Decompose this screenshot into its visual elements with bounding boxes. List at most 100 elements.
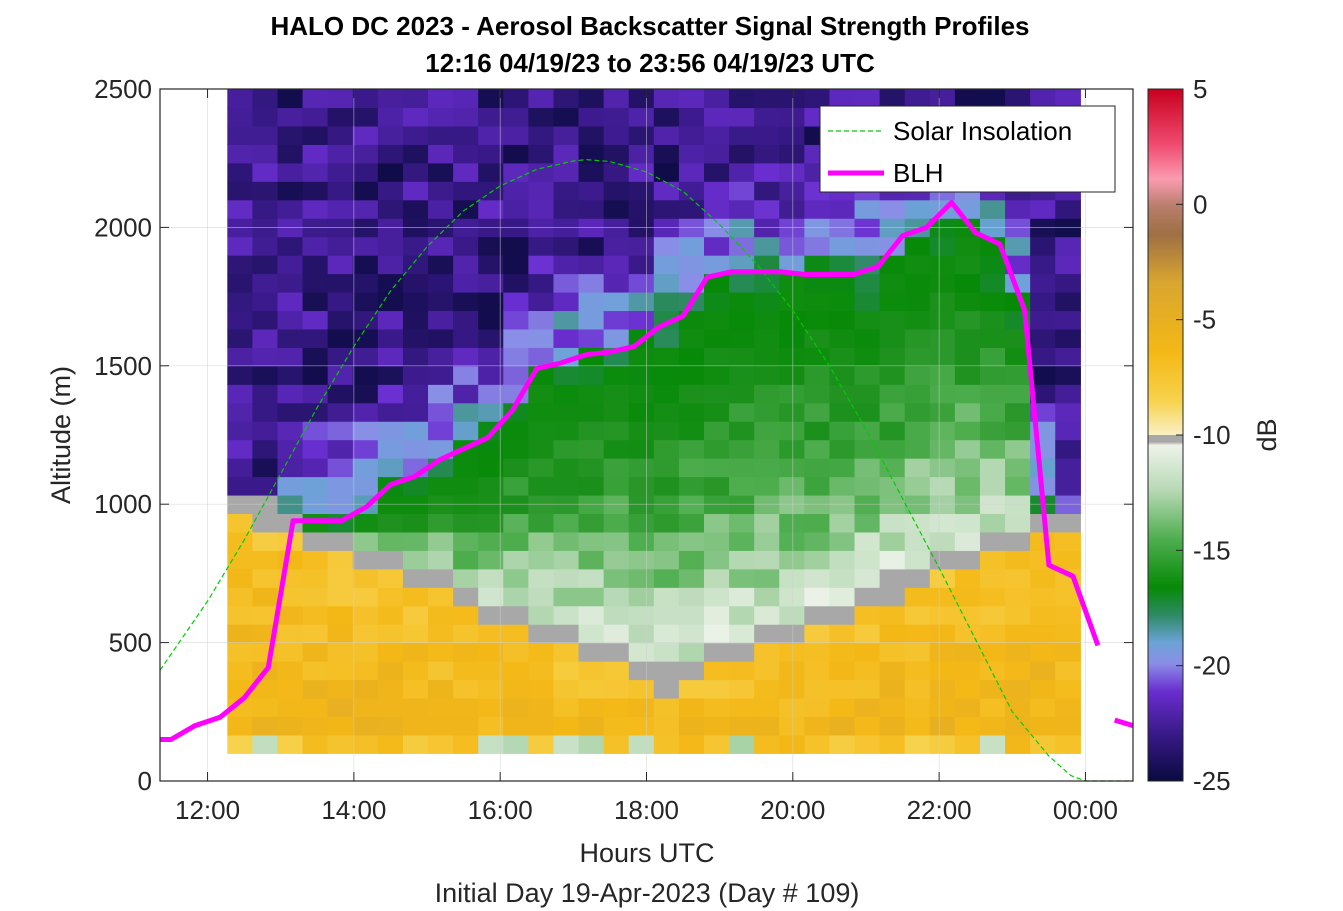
heatmap-cell — [227, 291, 253, 312]
heatmap-cell — [377, 697, 404, 718]
heatmap-cell — [402, 236, 429, 256]
heatmap-cell — [503, 199, 529, 219]
heatmap-cell — [478, 531, 504, 551]
heatmap-cell — [729, 679, 755, 699]
heatmap-cell — [879, 310, 906, 330]
heatmap-cell — [327, 531, 354, 551]
heatmap-cell — [678, 624, 705, 644]
heatmap-cell — [603, 531, 630, 551]
heatmap-cell — [603, 162, 630, 182]
heatmap-cell — [277, 89, 304, 109]
heatmap-cell — [428, 716, 454, 736]
heatmap-cell — [578, 550, 605, 570]
heatmap-cell — [528, 181, 555, 201]
heatmap-cell — [227, 716, 253, 736]
heatmap-cell — [553, 458, 580, 478]
heatmap-cell — [954, 716, 981, 736]
heatmap-cell — [302, 587, 329, 607]
heatmap-cell — [904, 291, 931, 312]
heatmap-cell — [327, 587, 354, 607]
heatmap-cell — [503, 716, 529, 736]
heatmap-cell — [327, 624, 354, 644]
heatmap-cell — [227, 107, 253, 127]
heatmap-cell — [653, 679, 680, 699]
heatmap-cell — [428, 107, 454, 127]
heatmap-cell — [327, 291, 354, 312]
heatmap-cell — [453, 458, 479, 478]
x-tick-label: 18:00 — [614, 795, 679, 825]
heatmap-cell — [553, 310, 580, 330]
heatmap-cell — [327, 550, 354, 570]
heatmap-cell — [277, 384, 304, 404]
heatmap-cell — [1005, 89, 1031, 109]
heatmap-cell — [553, 679, 580, 699]
heatmap-cell — [252, 162, 279, 182]
heatmap-cell — [603, 439, 630, 459]
heatmap-cell — [252, 679, 279, 699]
heatmap-cell — [703, 199, 730, 219]
blh-line — [160, 200, 1101, 742]
heatmap-cell — [327, 107, 354, 127]
heatmap-cell — [327, 642, 354, 662]
heatmap-cell — [503, 697, 529, 718]
heatmap-cell — [804, 513, 831, 533]
heatmap-cell — [703, 624, 730, 644]
heatmap-cell — [503, 605, 529, 625]
heatmap-cell — [603, 421, 630, 441]
heatmap-cell — [979, 642, 1006, 662]
heatmap-cell — [979, 679, 1006, 699]
heatmap-cell — [979, 734, 1006, 754]
heatmap-cell — [453, 310, 479, 330]
heatmap-cell — [628, 125, 655, 145]
heatmap-cell — [277, 458, 304, 478]
heatmap-cell — [678, 107, 705, 127]
heatmap-cell — [879, 328, 906, 348]
heatmap-cell — [327, 347, 354, 367]
heatmap-cell — [503, 236, 529, 256]
heatmap-cell — [729, 642, 755, 662]
heatmap-cell — [653, 144, 680, 164]
heatmap-cell — [754, 365, 780, 385]
heatmap-cell — [779, 310, 805, 330]
heatmap-cell — [252, 255, 279, 275]
heatmap-cell — [402, 697, 429, 718]
heatmap-cell — [703, 734, 730, 754]
heatmap-cell — [954, 605, 981, 625]
heatmap-cell — [729, 734, 755, 754]
heatmap-cell — [1005, 661, 1031, 681]
heatmap-cell — [478, 144, 504, 164]
heatmap-cell — [277, 550, 304, 570]
heatmap-cell — [954, 236, 981, 256]
heatmap-cell — [402, 199, 429, 219]
heatmap-cell — [428, 568, 454, 588]
heatmap-cell — [929, 365, 956, 385]
heatmap-cell — [879, 402, 906, 422]
heatmap-cell — [904, 550, 931, 570]
heatmap-cell — [428, 421, 454, 441]
heatmap-cell — [954, 624, 981, 644]
heatmap-cell — [779, 513, 805, 533]
heatmap-cell — [1005, 568, 1031, 588]
heatmap-cell — [628, 458, 655, 478]
heatmap-cell — [603, 273, 630, 293]
heatmap-cell — [227, 605, 253, 625]
heatmap-cell — [1005, 347, 1031, 367]
heatmap-cell — [453, 144, 479, 164]
heatmap-cell — [904, 624, 931, 644]
heatmap-cell — [678, 642, 705, 662]
heatmap-cell — [578, 587, 605, 607]
heatmap-cell — [553, 697, 580, 718]
heatmap-cell — [628, 89, 655, 109]
heatmap-cell — [979, 568, 1006, 588]
heatmap-cell — [829, 255, 856, 275]
y-tick-label: 500 — [109, 628, 152, 658]
heatmap-cell — [829, 679, 856, 699]
heatmap-cell — [603, 679, 630, 699]
heatmap-cell — [653, 384, 680, 404]
heatmap-cell — [553, 531, 580, 551]
heatmap-cell — [879, 734, 906, 754]
heatmap-cell — [478, 310, 504, 330]
heatmap-cell — [628, 513, 655, 533]
heatmap-cell — [729, 107, 755, 127]
